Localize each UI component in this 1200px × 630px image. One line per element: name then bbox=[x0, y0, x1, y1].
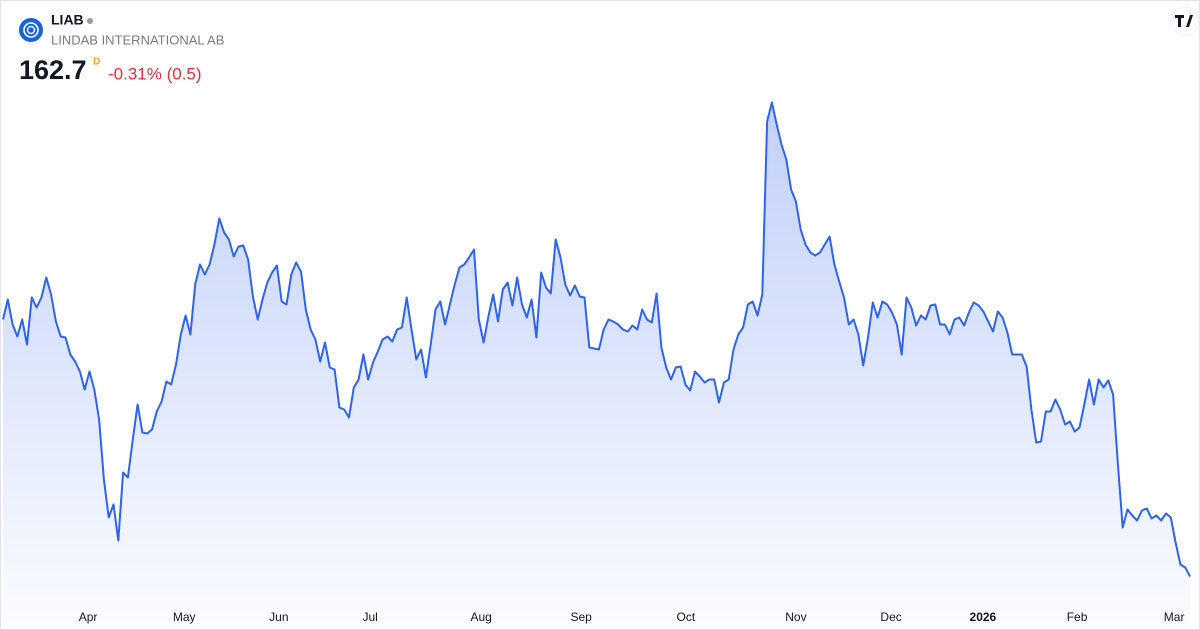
x-tick-label: Oct bbox=[677, 610, 696, 624]
company-name: LINDAB INTERNATIONAL AB bbox=[51, 32, 224, 47]
x-tick-label: Dec bbox=[880, 610, 901, 624]
logo bbox=[19, 18, 43, 42]
area-fill bbox=[3, 102, 1190, 629]
status-dot bbox=[87, 18, 93, 24]
x-tick-label: May bbox=[173, 610, 196, 624]
logo-ring bbox=[23, 22, 39, 38]
plot-area bbox=[2, 101, 1191, 629]
x-tick-label: Aug bbox=[470, 610, 491, 624]
x-tick-label: Jul bbox=[362, 610, 377, 624]
price-flag: D bbox=[93, 57, 100, 68]
x-tick-label: Mar bbox=[1164, 610, 1185, 624]
x-tick-label: Feb bbox=[1067, 610, 1088, 624]
x-tick-label: Jun bbox=[269, 610, 288, 624]
price-line bbox=[2, 101, 1191, 577]
symbol: LIAB bbox=[51, 12, 84, 28]
logo-ring bbox=[26, 25, 36, 35]
x-tick-label: Nov bbox=[785, 610, 806, 624]
x-tick-label: Sep bbox=[570, 610, 592, 624]
brand-logo bbox=[1170, 6, 1200, 36]
x-tick-label: Apr bbox=[79, 610, 98, 624]
x-tick-label: 2026 bbox=[970, 610, 997, 624]
price-change: -0.31% (0.5) bbox=[108, 64, 202, 83]
price: 162.7 bbox=[19, 55, 87, 85]
